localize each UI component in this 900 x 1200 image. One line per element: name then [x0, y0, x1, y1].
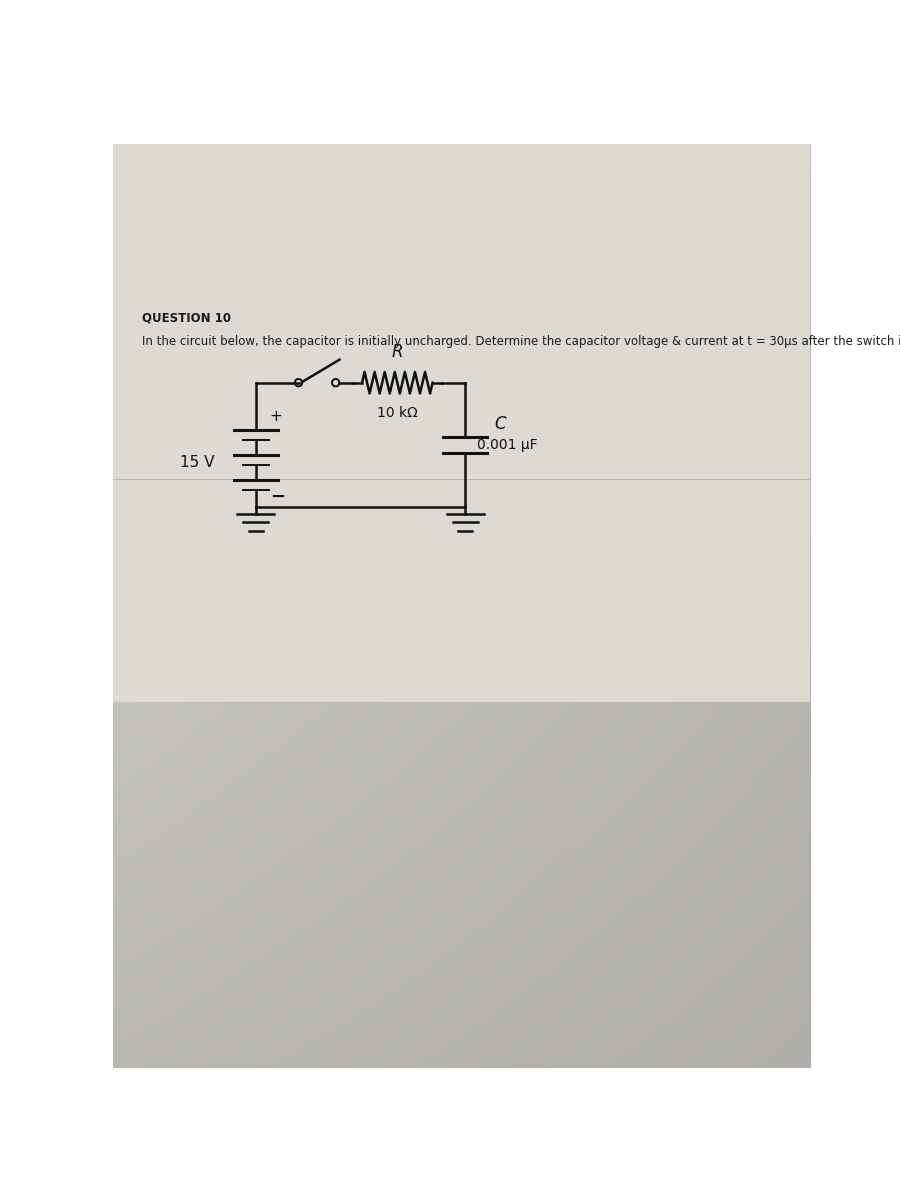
Text: +: +	[270, 409, 283, 424]
Text: C: C	[495, 414, 506, 432]
Text: R: R	[392, 343, 403, 361]
Text: QUESTION 10: QUESTION 10	[142, 312, 231, 325]
Text: 10 kΩ: 10 kΩ	[377, 406, 418, 420]
Text: In the circuit below, the capacitor is initially uncharged. Determine the capaci: In the circuit below, the capacitor is i…	[142, 335, 900, 348]
FancyBboxPatch shape	[112, 140, 810, 702]
Text: 0.001 μF: 0.001 μF	[477, 438, 537, 452]
Text: 15 V: 15 V	[181, 455, 215, 470]
Text: −: −	[270, 487, 285, 505]
